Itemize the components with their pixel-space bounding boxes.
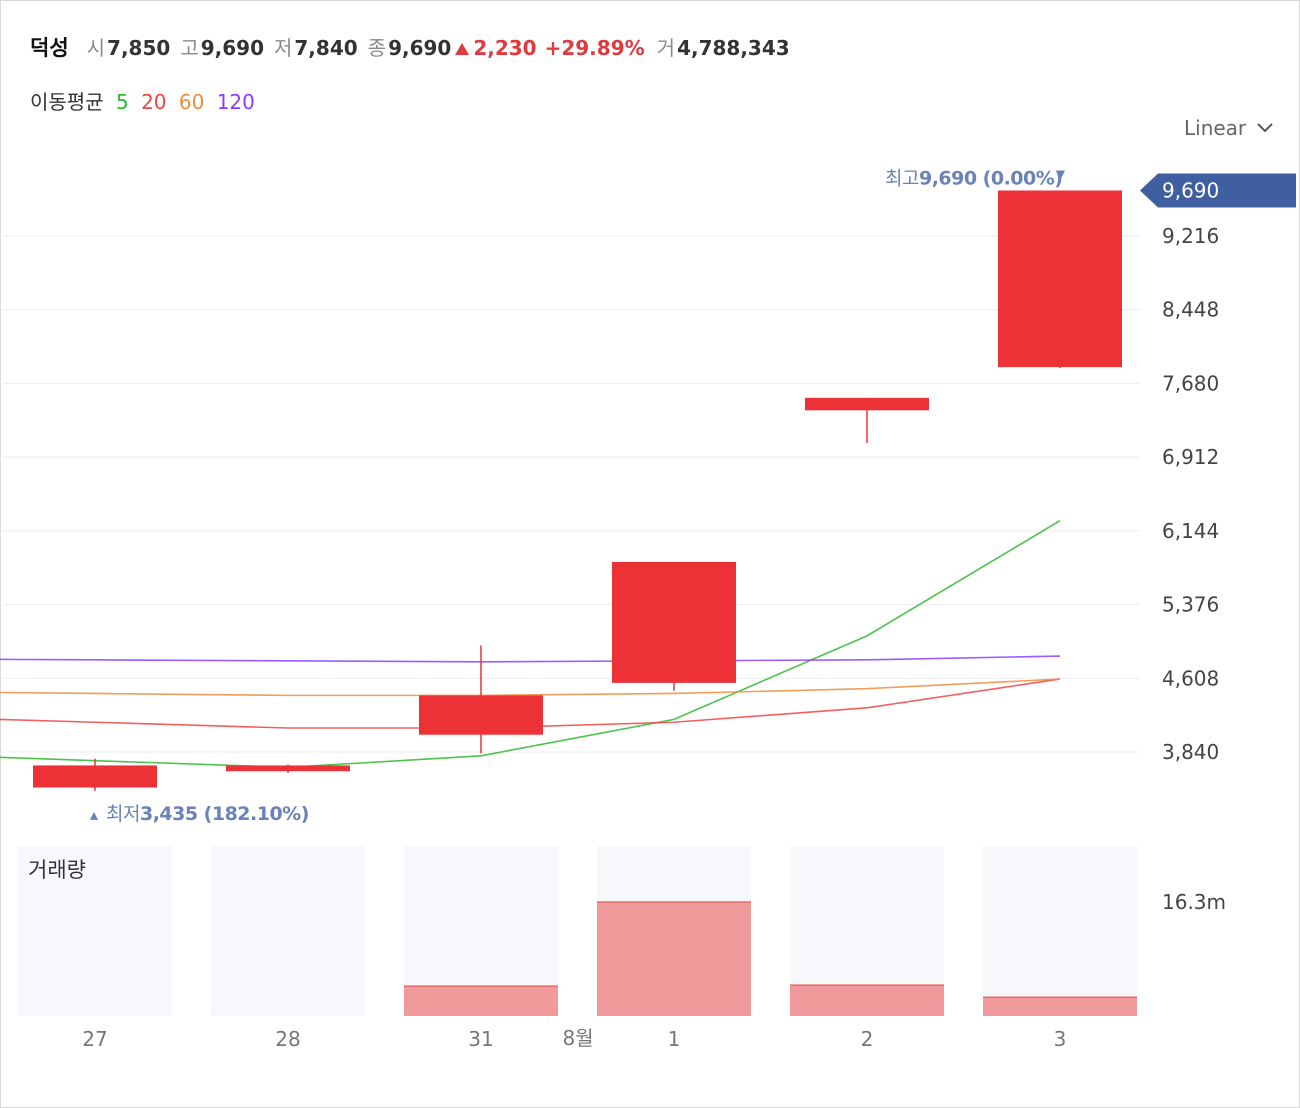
- volume-bar: [983, 997, 1137, 1016]
- y-tick-label: 4,608: [1162, 666, 1219, 690]
- ma-line-60: [0, 678, 1061, 697]
- up-triangle-icon: [90, 811, 98, 820]
- x-tick-label: 28: [275, 1027, 300, 1051]
- close-value: 9,690: [388, 36, 452, 60]
- volume-label: 거: [656, 36, 676, 60]
- y-tick-label: 9,216: [1162, 224, 1219, 248]
- candle-body: [33, 765, 157, 788]
- high-label: 고: [180, 36, 199, 60]
- candle: [226, 764, 350, 774]
- ma-120-label[interactable]: 120: [216, 90, 255, 114]
- change-value: 2,230: [473, 36, 537, 60]
- down-triangle-icon: [1057, 170, 1065, 179]
- y-tick-label: 6,144: [1162, 519, 1219, 543]
- y-tick-label: 5,376: [1162, 593, 1219, 617]
- y-tick-label: 3,840: [1162, 740, 1219, 764]
- volume-slot: [983, 846, 1137, 1016]
- volume-tick-label: 16.3m: [1162, 890, 1226, 914]
- ma-line-120: [0, 655, 1061, 663]
- low-value: 7,840: [294, 36, 358, 60]
- volume-title: 거래량: [28, 858, 86, 882]
- low-annotation: 최저3,435 (182.10%): [106, 803, 309, 825]
- candle-body: [419, 695, 543, 735]
- x-tick-label: 1: [668, 1027, 681, 1051]
- high-value: 9,690: [200, 36, 264, 60]
- x-tick-label: 27: [82, 1027, 107, 1051]
- high-annotation: 최고9,690 (0.00%): [885, 168, 1062, 190]
- scale-select[interactable]: Linear: [1184, 116, 1274, 140]
- candle: [998, 190, 1122, 369]
- change-percent: +29.89%: [544, 36, 645, 60]
- x-tick-label: 3: [1054, 1027, 1067, 1051]
- scale-select-value: Linear: [1184, 116, 1247, 140]
- last-price-label: 9,690: [1162, 179, 1219, 203]
- y-tick-label: 7,680: [1162, 371, 1219, 395]
- candle-body: [226, 765, 350, 772]
- volume-bar: [597, 902, 751, 1016]
- volume-bar: [790, 985, 944, 1016]
- y-tick-label: 8,448: [1162, 298, 1219, 322]
- volume-value: 4,788,343: [677, 36, 790, 60]
- candle: [419, 645, 543, 754]
- x-tick-label: 31: [468, 1027, 493, 1051]
- y-tick-label: 6,912: [1162, 445, 1219, 469]
- ma-60-label[interactable]: 60: [178, 90, 205, 114]
- open-label: 시: [86, 36, 106, 60]
- last-price-tag: [1140, 173, 1296, 208]
- moving-average-legend: 이동평균 5 20 60 120: [30, 86, 261, 115]
- moving-average-title: 이동평균: [30, 90, 104, 114]
- ma-5-label[interactable]: 5: [115, 90, 129, 114]
- candle-body: [612, 561, 736, 683]
- ma-20-label[interactable]: 20: [141, 90, 167, 114]
- quote-header: 덕성 시 7,850 고 9,690 저 7,840 종 9,690 2,230…: [30, 32, 800, 66]
- candle-body: [998, 190, 1122, 368]
- volume-bar: [404, 986, 558, 1016]
- open-value: 7,850: [107, 36, 171, 60]
- volume-slot: [211, 846, 365, 1016]
- candle-body: [805, 397, 929, 411]
- up-triangle-icon: [455, 43, 470, 55]
- x-tick-label: 2: [861, 1027, 874, 1051]
- stock-name: 덕성: [30, 36, 69, 60]
- candle: [612, 561, 736, 691]
- candle: [805, 397, 929, 443]
- candle: [33, 758, 157, 791]
- month-marker-label: 8월: [562, 1026, 593, 1050]
- volume-slot: [18, 846, 172, 1016]
- close-label: 종: [367, 36, 387, 60]
- low-label: 저: [273, 36, 293, 60]
- chevron-down-icon: [1257, 123, 1273, 133]
